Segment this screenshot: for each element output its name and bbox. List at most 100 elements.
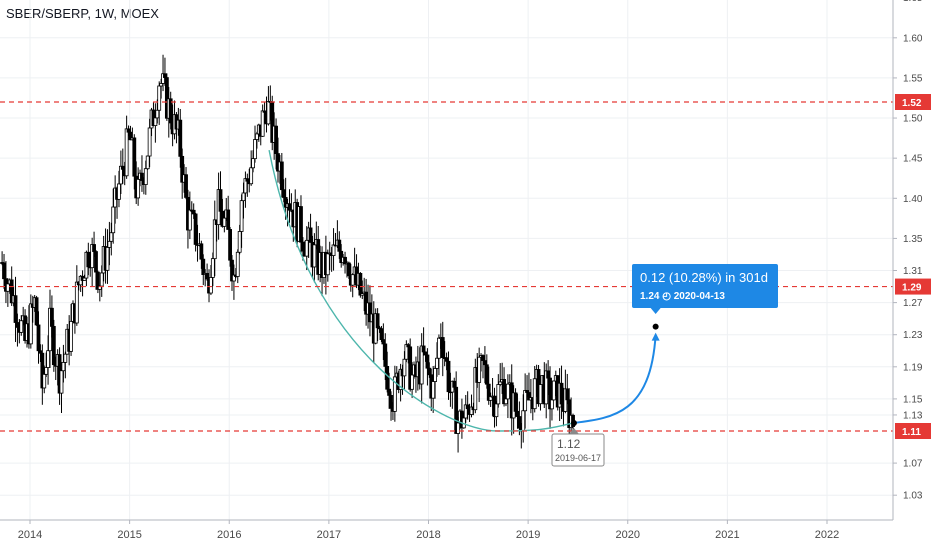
candle-body bbox=[304, 239, 309, 257]
candle-body bbox=[237, 231, 242, 253]
candle-body bbox=[120, 165, 125, 170]
candle-body bbox=[496, 384, 501, 405]
price-axis-bg bbox=[893, 0, 932, 550]
candle-body bbox=[299, 206, 303, 243]
candle-body bbox=[375, 313, 380, 329]
candle-body bbox=[392, 376, 397, 412]
candle-body bbox=[86, 251, 91, 268]
candle-body bbox=[505, 383, 510, 400]
price-tick-label: 1.23 bbox=[903, 330, 923, 341]
candle-body bbox=[69, 320, 73, 352]
price-tick-label: 1.19 bbox=[903, 362, 923, 373]
price-tick-label: 1.45 bbox=[903, 154, 923, 165]
candle-body bbox=[312, 244, 317, 268]
candle-body bbox=[201, 258, 206, 275]
candle-body bbox=[546, 370, 551, 379]
price-tick-label: 1.07 bbox=[903, 459, 923, 470]
candle-body bbox=[337, 239, 342, 252]
candle-body bbox=[241, 192, 246, 202]
candle-body bbox=[300, 241, 305, 252]
candle-body bbox=[565, 388, 570, 401]
candle-body bbox=[153, 117, 158, 127]
candle-body bbox=[50, 307, 54, 327]
candle-body bbox=[287, 203, 292, 211]
candle-body bbox=[212, 219, 217, 260]
candle-body bbox=[28, 303, 33, 345]
candle-body bbox=[465, 404, 470, 410]
candle-body bbox=[228, 229, 232, 261]
candle-body bbox=[266, 101, 271, 125]
candle-body bbox=[379, 328, 384, 340]
candle-body bbox=[331, 244, 336, 256]
candle-body bbox=[446, 360, 451, 393]
candle-body bbox=[99, 272, 104, 287]
candle-body bbox=[551, 380, 556, 401]
candle-body bbox=[419, 345, 424, 385]
candle-body bbox=[199, 243, 204, 260]
candle-body bbox=[559, 382, 564, 405]
current-price-date: 2019-06-17 bbox=[555, 453, 601, 463]
time-tick-label: 2018 bbox=[416, 529, 440, 541]
price-tick-label: 1.27 bbox=[903, 298, 923, 309]
price-tick-label: 1.13 bbox=[903, 410, 923, 421]
time-tick-label: 2017 bbox=[317, 529, 341, 541]
candle-body bbox=[410, 374, 415, 390]
candle-body bbox=[74, 281, 79, 324]
callout-headline: 0.12 (10.28%) in 301d bbox=[640, 270, 768, 285]
candle-body bbox=[109, 232, 114, 242]
candle-body bbox=[473, 367, 478, 411]
candle-body bbox=[178, 119, 183, 157]
candle-body bbox=[235, 251, 240, 277]
candle-body bbox=[34, 297, 39, 326]
candle-body bbox=[132, 137, 137, 177]
chart-title: SBER/SBERP, 1W, MOEX bbox=[6, 6, 159, 21]
candle-body bbox=[209, 277, 213, 294]
callout-subline: 1.24 ◴ 2020-04-13 bbox=[640, 291, 725, 302]
candle-body bbox=[484, 364, 489, 385]
price-tick-label: 1.15 bbox=[903, 394, 923, 405]
candle-body bbox=[452, 380, 457, 388]
time-tick-label: 2015 bbox=[117, 529, 141, 541]
candle-body bbox=[346, 262, 351, 277]
price-tick-label: 1.40 bbox=[903, 194, 923, 205]
time-tick-label: 2016 bbox=[217, 529, 241, 541]
candle-body bbox=[308, 227, 313, 243]
candle-body bbox=[350, 274, 355, 286]
candle-body bbox=[46, 350, 50, 368]
candle-body bbox=[105, 247, 110, 271]
candle-body bbox=[15, 322, 20, 328]
candle-body bbox=[504, 398, 508, 405]
candle-body bbox=[477, 356, 482, 383]
price-tick-label: 1.50 bbox=[903, 114, 923, 125]
projection-arc bbox=[573, 334, 657, 424]
price-tick-label: 1.03 bbox=[903, 491, 923, 502]
callout-pointer bbox=[650, 308, 661, 314]
candle-body bbox=[42, 373, 47, 389]
time-tick-label: 2014 bbox=[18, 529, 42, 541]
candle-body bbox=[532, 378, 537, 410]
level-badge bbox=[895, 423, 931, 439]
candle-body bbox=[435, 357, 439, 369]
candle-body bbox=[538, 384, 543, 405]
candle-body bbox=[325, 253, 330, 276]
candle-body bbox=[444, 357, 449, 362]
candle-body bbox=[36, 324, 41, 352]
candle-body bbox=[145, 155, 150, 170]
candle-body bbox=[210, 258, 215, 278]
level-badge-label: 1.11 bbox=[902, 427, 921, 438]
candle-body bbox=[143, 168, 148, 185]
candle-body bbox=[193, 213, 198, 245]
candle-body bbox=[433, 367, 437, 382]
candle-body bbox=[402, 358, 407, 377]
candle-body bbox=[187, 209, 192, 231]
current-label-pointer bbox=[568, 428, 579, 434]
candle-body bbox=[5, 283, 10, 292]
candle-body bbox=[94, 251, 98, 273]
candle-body bbox=[147, 127, 152, 157]
candle-body bbox=[136, 178, 141, 199]
time-tick-label: 2019 bbox=[516, 529, 540, 541]
level-badge bbox=[895, 94, 931, 110]
current-price-value: 1.12 bbox=[557, 437, 581, 451]
candle-body bbox=[494, 403, 499, 418]
